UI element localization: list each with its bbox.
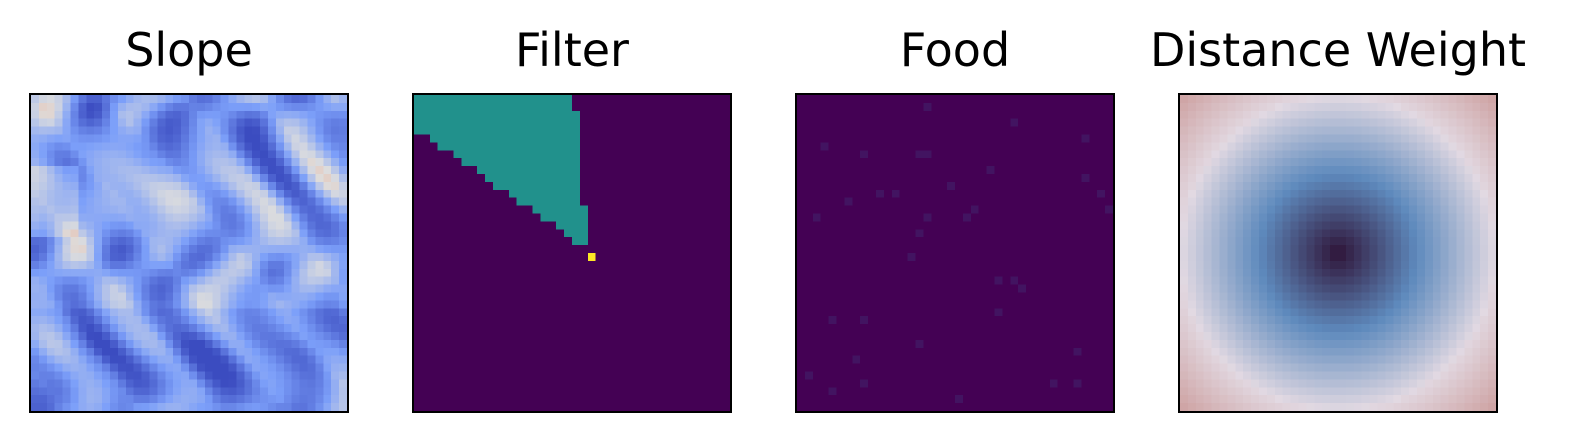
- food-panel: Food: [795, 0, 1195, 446]
- slope-panel: Slope: [29, 0, 429, 446]
- slope-canvas: [31, 95, 347, 411]
- slope-heatmap: [29, 93, 349, 413]
- distance-weight-panel: Distance Weight: [1150, 0, 1578, 446]
- filter-title: Filter: [515, 23, 629, 77]
- filter-heatmap: [412, 93, 732, 413]
- filter-panel: Filter: [412, 0, 812, 446]
- distance-weight-title: Distance Weight: [1149, 23, 1527, 77]
- distance-weight-heatmap: [1178, 93, 1498, 413]
- slope-title: Slope: [125, 23, 253, 77]
- distance-weight-canvas: [1180, 95, 1496, 411]
- food-heatmap: [795, 93, 1115, 413]
- filter-canvas: [414, 95, 730, 411]
- food-title: Food: [899, 23, 1011, 77]
- food-canvas: [797, 95, 1113, 411]
